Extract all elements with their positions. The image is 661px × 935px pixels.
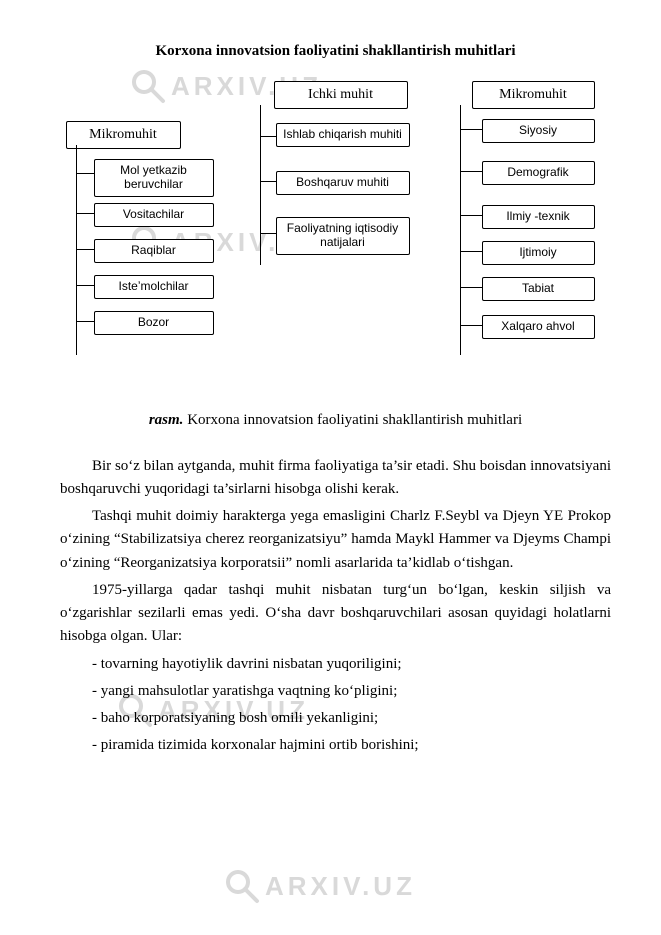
connector [260, 181, 276, 182]
bullet-item: yangi mahsulotlar yaratishga vaqtning ko… [60, 680, 611, 703]
diagram-head-left: Mikromuhit [66, 121, 181, 149]
connector [260, 105, 261, 265]
diagram-item: Faoliyatning iqtisodiy natijalari [276, 217, 410, 255]
diagram-head-mid: Ichki muhit [274, 81, 408, 109]
diagram-item: Siyosiy [482, 119, 595, 143]
diagram-item: Bozor [94, 311, 214, 335]
connector [76, 213, 94, 214]
connector [76, 249, 94, 250]
diagram-item: Mol yetkazib beruvchilar [94, 159, 214, 197]
connector [460, 215, 482, 216]
connector [460, 171, 482, 172]
connector [460, 129, 482, 130]
diagram-item: Ijtimoiy [482, 241, 595, 265]
diagram-item: Ishlab chiqarish muhiti [276, 123, 410, 147]
connector [460, 251, 482, 252]
connector [460, 325, 482, 326]
connector [76, 321, 94, 322]
body-paragraph: Tashqi muhit doimiy harakterga yega emas… [60, 505, 611, 575]
figure-caption: rasm. Korxona innovatsion faoliyatini sh… [60, 409, 611, 432]
connector [260, 233, 276, 234]
bullet-item: baho korporatsiyaning bosh omili yekanli… [60, 707, 611, 730]
figure-caption-text: Korxona innovatsion faoliyatini shakllan… [183, 412, 522, 428]
diagram-item: Raqiblar [94, 239, 214, 263]
body-paragraph: 1975-yillarga qadar tashqi muhit nisbata… [60, 579, 611, 649]
diagram-item: Tabiat [482, 277, 595, 301]
diagram-item: Isteʼmolchilar [94, 275, 214, 299]
watermark-text: ARXIV.UZ [265, 866, 416, 906]
body-paragraph: Bir so‘z bilan aytganda, muhit firma fao… [60, 455, 611, 502]
figure-caption-label: rasm. [149, 412, 184, 428]
diagram-head-right: Mikromuhit [472, 81, 595, 109]
connector [76, 145, 77, 355]
connector [76, 173, 94, 174]
bullet-item: piramida tizimida korxonalar hajmini ort… [60, 734, 611, 757]
diagram: Mikromuhit Mol yetkazib beruvchilar Vosi… [66, 81, 606, 391]
diagram-item: Vositachilar [94, 203, 214, 227]
connector [460, 105, 461, 355]
connector [460, 287, 482, 288]
connector [260, 136, 276, 137]
bullet-item: tovarning hayotiylik davrini nisbatan yu… [60, 653, 611, 676]
page-title: Korxona innovatsion faoliyatini shakllan… [60, 40, 611, 63]
diagram-item: Boshqaruv muhiti [276, 171, 410, 195]
watermark: ARXIV.UZ [222, 866, 416, 906]
diagram-item: Ilmiy -texnik [482, 205, 595, 229]
magnifier-icon [222, 866, 262, 906]
diagram-item: Demografik [482, 161, 595, 185]
connector [76, 285, 94, 286]
bullet-list: tovarning hayotiylik davrini nisbatan yu… [60, 653, 611, 758]
diagram-item: Xalqaro ahvol [482, 315, 595, 339]
